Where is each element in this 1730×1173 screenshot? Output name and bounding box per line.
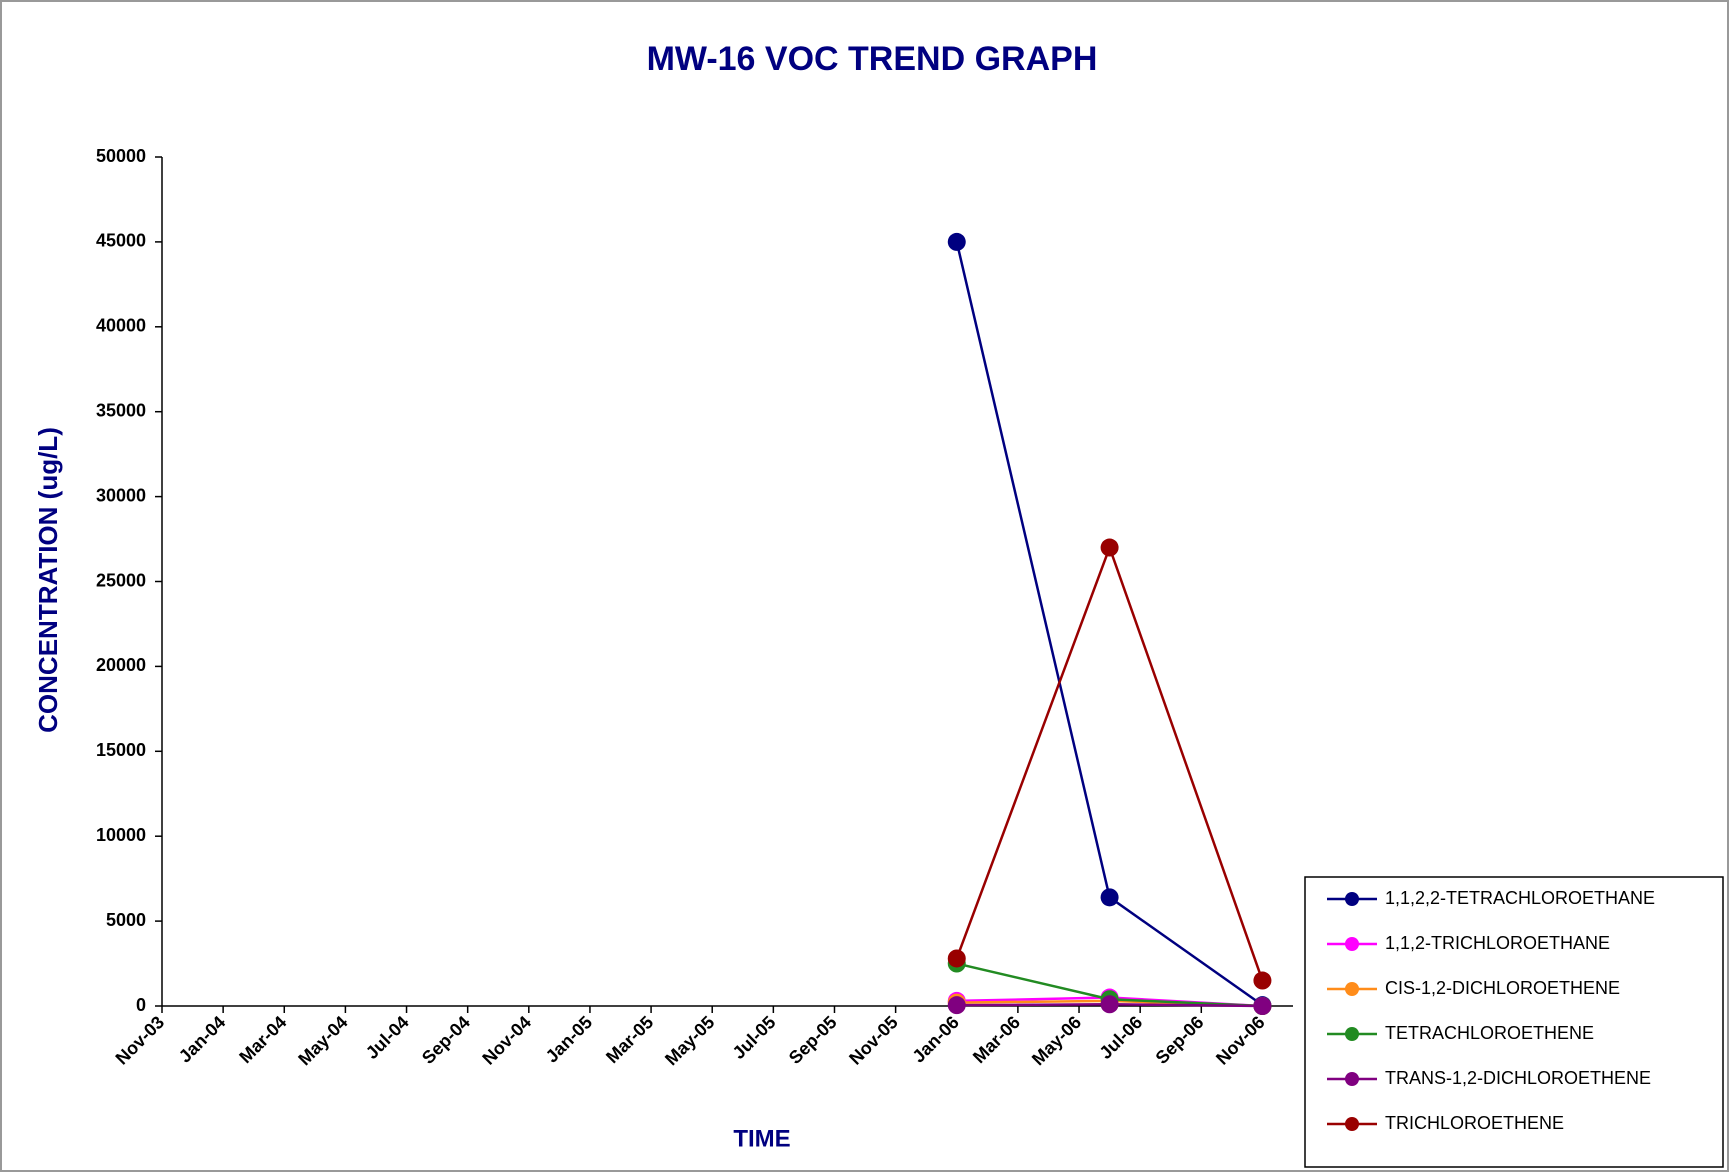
legend-marker xyxy=(1345,937,1359,951)
data-point xyxy=(1100,995,1119,1014)
legend-label: CIS-1,2-DICHLOROETHENE xyxy=(1385,978,1620,998)
legend-label: TETRACHLOROETHENE xyxy=(1385,1023,1594,1043)
data-point xyxy=(1253,997,1272,1015)
legend-marker xyxy=(1345,1117,1359,1131)
y-tick-label: 15000 xyxy=(96,740,146,760)
legend-marker xyxy=(1345,1027,1359,1041)
y-tick-label: 35000 xyxy=(96,400,146,420)
legend-label: TRANS-1,2-DICHLOROETHENE xyxy=(1385,1068,1651,1088)
y-tick-label: 45000 xyxy=(96,231,146,251)
y-tick-label: 25000 xyxy=(96,570,146,590)
legend-label: 1,1,2,2-TETRACHLOROETHANE xyxy=(1385,888,1655,908)
data-point xyxy=(947,949,966,968)
legend-marker xyxy=(1345,892,1359,906)
legend-marker xyxy=(1345,982,1359,996)
y-tick-label: 50000 xyxy=(96,146,146,166)
legend-marker xyxy=(1345,1072,1359,1086)
data-point xyxy=(1100,538,1119,557)
y-tick-label: 30000 xyxy=(96,485,146,505)
y-tick-label: 40000 xyxy=(96,316,146,336)
y-tick-label: 10000 xyxy=(96,825,146,845)
legend-label: 1,1,2-TRICHLOROETHANE xyxy=(1385,933,1610,953)
data-point xyxy=(1253,971,1272,990)
legend-label: TRICHLOROETHENE xyxy=(1385,1113,1564,1133)
data-point xyxy=(947,232,966,251)
data-point xyxy=(1100,888,1119,907)
y-tick-label: 0 xyxy=(136,995,146,1015)
legend-box xyxy=(1304,876,1724,1168)
data-point xyxy=(947,996,966,1015)
y-axis-label: CONCENTRATION (ug/L) xyxy=(33,427,63,733)
y-tick-label: 5000 xyxy=(106,910,146,930)
y-tick-label: 20000 xyxy=(96,655,146,675)
chart-title: MW-16 VOC TREND GRAPH xyxy=(647,40,1098,78)
x-axis-label: TIME xyxy=(733,1125,790,1152)
